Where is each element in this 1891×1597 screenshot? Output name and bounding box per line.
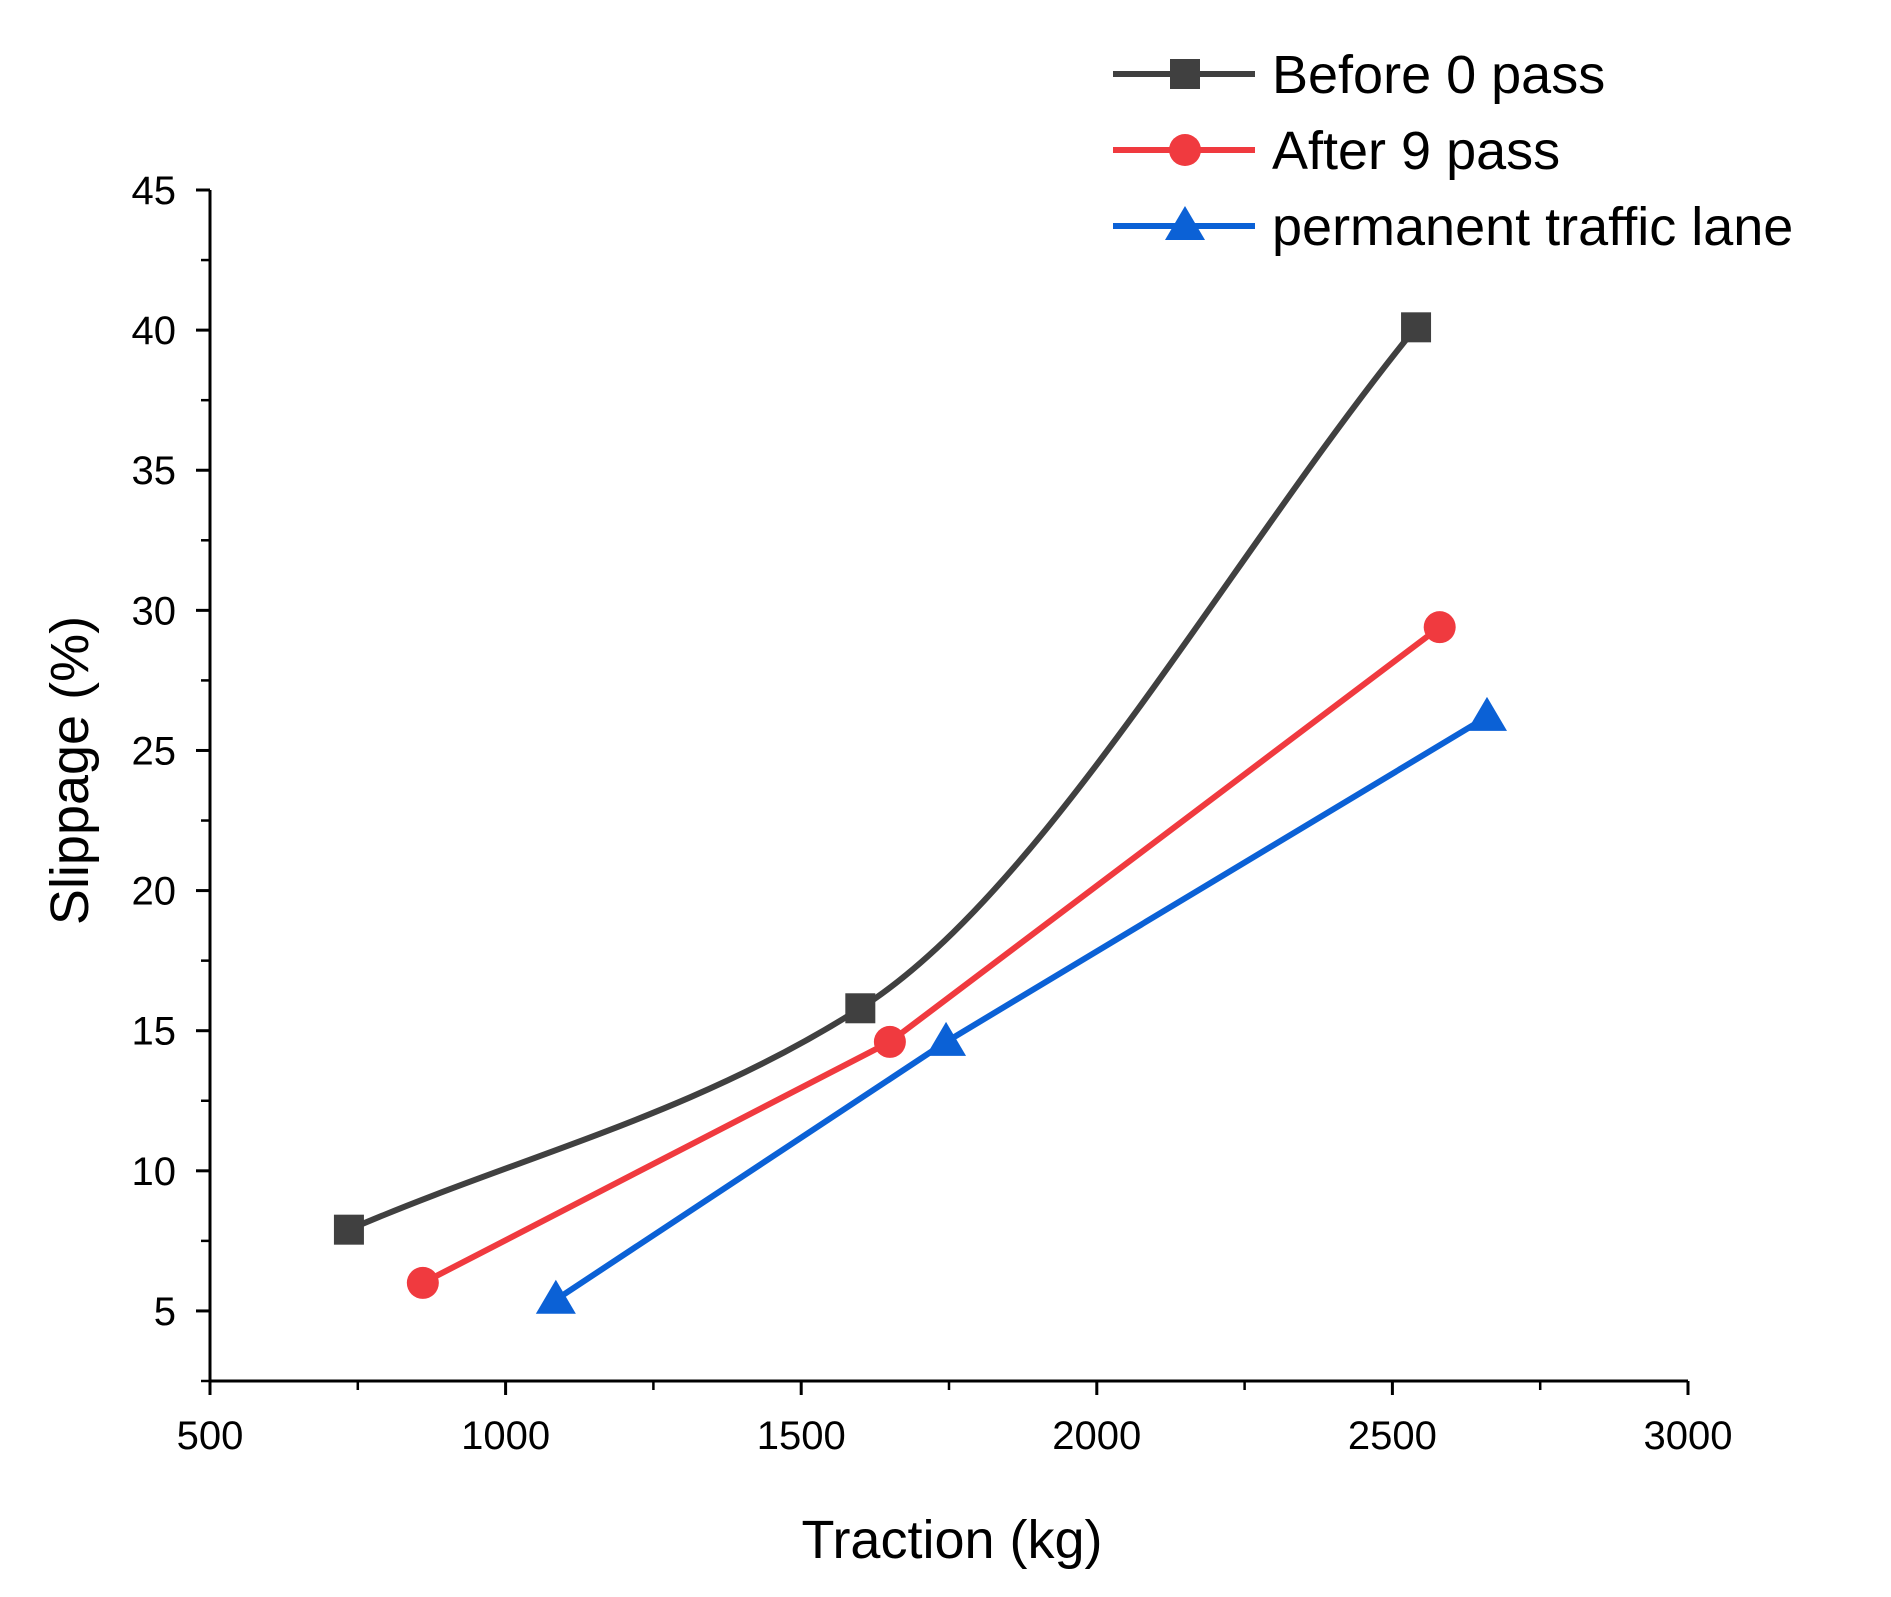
y-tick-label: 15 bbox=[132, 1010, 177, 1054]
legend-item: Before 0 pass bbox=[1113, 45, 1605, 105]
data-point-triangle bbox=[535, 1279, 576, 1314]
y-tick-label: 40 bbox=[132, 309, 177, 353]
x-tick-label: 500 bbox=[177, 1414, 244, 1458]
legend-label: permanent traffic lane bbox=[1272, 197, 1793, 257]
legend-marker-square bbox=[1170, 59, 1200, 89]
data-point-circle bbox=[406, 1266, 439, 1299]
legend-marker-triangle bbox=[1165, 206, 1205, 240]
data-point-circle bbox=[1423, 611, 1456, 644]
y-tick-label: 10 bbox=[132, 1150, 177, 1194]
series-layer bbox=[333, 312, 1507, 1314]
x-tick-label: 1500 bbox=[757, 1414, 846, 1458]
legend-label: After 9 pass bbox=[1272, 121, 1560, 181]
data-point-square bbox=[845, 993, 876, 1024]
y-tick-label: 25 bbox=[132, 729, 177, 773]
x-axis-title: Traction (kg) bbox=[801, 1510, 1102, 1570]
series-line bbox=[347, 325, 1419, 1233]
x-tick-label: 2500 bbox=[1348, 1414, 1437, 1458]
data-point-triangle bbox=[926, 1021, 967, 1056]
series-triangle bbox=[535, 696, 1507, 1314]
ticks: 500 1000 1500 2000 2500 3000 5 10 15 20 25 30 35 40 45 bbox=[132, 169, 1733, 1458]
y-tick-label: 5 bbox=[154, 1290, 176, 1334]
y-axis-title: Slippage (%) bbox=[40, 616, 100, 925]
series-circle bbox=[406, 611, 1456, 1299]
series-square bbox=[333, 312, 1432, 1245]
legend: Before 0 pass After 9 pass permanent traff… bbox=[1113, 45, 1793, 257]
axes bbox=[208, 190, 1688, 1383]
data-point-square bbox=[333, 1214, 364, 1245]
y-tick-label: 20 bbox=[132, 870, 177, 914]
series-line bbox=[554, 714, 1489, 1303]
legend-label: Before 0 pass bbox=[1272, 45, 1605, 105]
x-tick-label: 1000 bbox=[461, 1414, 550, 1458]
data-point-circle bbox=[873, 1025, 906, 1058]
data-point-square bbox=[1401, 312, 1432, 343]
x-tick-label: 3000 bbox=[1644, 1414, 1733, 1458]
legend-item: permanent traffic lane bbox=[1113, 197, 1793, 257]
legend-item: After 9 pass bbox=[1113, 121, 1560, 181]
legend-marker-circle bbox=[1169, 134, 1201, 166]
data-point-triangle bbox=[1466, 696, 1507, 731]
y-tick-label: 35 bbox=[132, 449, 177, 493]
y-tick-label: 30 bbox=[132, 589, 177, 633]
x-tick-label: 2000 bbox=[1052, 1414, 1141, 1458]
y-tick-label: 45 bbox=[132, 169, 177, 213]
